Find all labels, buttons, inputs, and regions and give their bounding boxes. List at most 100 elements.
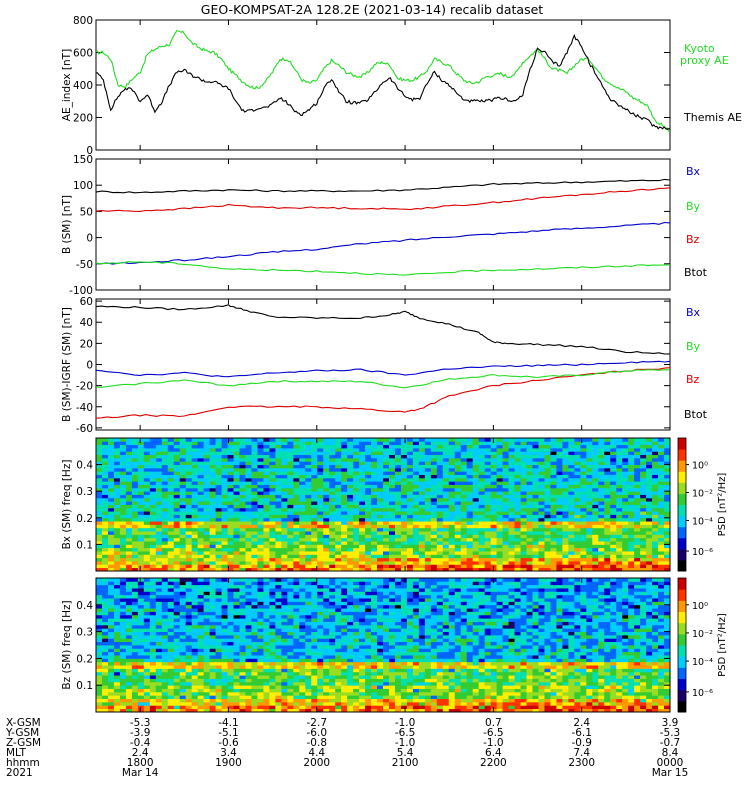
spectrogram-cell bbox=[389, 485, 395, 489]
spectrogram-cell bbox=[353, 531, 359, 535]
spectrogram-cell bbox=[102, 471, 108, 475]
spectrogram-cell bbox=[425, 702, 431, 706]
spectrogram-cell bbox=[275, 561, 281, 565]
spectrogram-cell bbox=[485, 451, 491, 455]
spectrogram-cell bbox=[228, 478, 234, 482]
spectrogram-cell bbox=[622, 488, 628, 492]
spectrogram-cell bbox=[485, 558, 491, 562]
spectrogram-cell bbox=[515, 451, 521, 455]
spectrogram-cell bbox=[431, 564, 437, 568]
spectrogram-cell bbox=[228, 524, 234, 528]
spectrogram-cell bbox=[467, 561, 473, 565]
spectrogram-cell bbox=[365, 682, 371, 686]
spectrogram-cell bbox=[228, 495, 234, 499]
spectrogram-cell bbox=[491, 689, 497, 693]
spectrogram-cell bbox=[257, 491, 263, 495]
spectrogram-cell bbox=[186, 544, 192, 548]
spectrogram-cell bbox=[419, 548, 425, 552]
spectrogram-cell bbox=[485, 521, 491, 525]
spectrogram-cell bbox=[132, 554, 138, 558]
spectrogram-cell bbox=[174, 508, 180, 512]
spectrogram-cell bbox=[383, 705, 389, 709]
spectrogram-cell bbox=[162, 702, 168, 706]
spectrogram-cell bbox=[568, 438, 574, 442]
spectrogram-cell bbox=[556, 475, 562, 479]
spectrogram-cell bbox=[192, 534, 198, 538]
spectrogram-cell bbox=[383, 471, 389, 475]
spectrogram-cell bbox=[102, 478, 108, 482]
spectrogram-cell bbox=[168, 448, 174, 452]
spectrogram-cell bbox=[269, 475, 275, 479]
spectrogram-cell bbox=[383, 508, 389, 512]
spectrogram-cell bbox=[180, 495, 186, 499]
spectrogram-cell bbox=[329, 689, 335, 693]
spectrogram-cell bbox=[461, 511, 467, 515]
spectrogram-cell bbox=[204, 534, 210, 538]
spectrogram-cell bbox=[341, 461, 347, 465]
spectrogram-cell bbox=[401, 692, 407, 696]
spectrogram-cell bbox=[646, 514, 652, 518]
spectrogram-cell bbox=[287, 682, 293, 686]
spectrogram-cell bbox=[323, 461, 329, 465]
spectrogram-cell bbox=[371, 705, 377, 709]
spectrogram-cell bbox=[228, 498, 234, 502]
spectrogram-cell bbox=[658, 689, 664, 693]
spectrogram-cell bbox=[658, 695, 664, 699]
spectrogram-cell bbox=[341, 518, 347, 522]
spectrogram-cell bbox=[437, 705, 443, 709]
spectrogram-cell bbox=[257, 564, 263, 568]
spectrogram-cell bbox=[96, 548, 102, 552]
spectrogram-cell bbox=[455, 682, 461, 686]
spectrogram-cell bbox=[634, 488, 640, 492]
spectrogram-cell bbox=[293, 511, 299, 515]
spectrogram-cell bbox=[610, 451, 616, 455]
spectrogram-cell bbox=[449, 438, 455, 442]
spectrogram-cell bbox=[544, 524, 550, 528]
spectrogram-cell bbox=[144, 521, 150, 525]
spectrogram-cell bbox=[556, 564, 562, 568]
spectrogram-cell bbox=[144, 441, 150, 445]
spectrogram-cell bbox=[622, 495, 628, 499]
spectrogram-cell bbox=[550, 471, 556, 475]
spectrogram-cell bbox=[353, 485, 359, 489]
spectrogram-cell bbox=[377, 451, 383, 455]
spectrogram-cell bbox=[126, 531, 132, 535]
spectrogram-cell bbox=[365, 478, 371, 482]
spectrogram-cell bbox=[401, 458, 407, 462]
spectrogram-cell bbox=[622, 531, 628, 535]
spectrogram-cell bbox=[491, 541, 497, 545]
spectrogram-cell bbox=[317, 548, 323, 552]
spectrogram-cell bbox=[568, 481, 574, 485]
spectrogram-cell bbox=[108, 548, 114, 552]
spectrogram-cell bbox=[521, 558, 527, 562]
spectrogram-cell bbox=[479, 699, 485, 703]
spectrogram-cell bbox=[365, 501, 371, 505]
spectrogram-cell bbox=[192, 564, 198, 568]
spectrogram-cell bbox=[287, 511, 293, 515]
spectrogram-cell bbox=[616, 471, 622, 475]
spectrogram-cell bbox=[509, 465, 515, 469]
spectrogram-cell bbox=[132, 538, 138, 542]
spectrogram-cell bbox=[353, 544, 359, 548]
spectrogram-cell bbox=[538, 441, 544, 445]
spectrogram-cell bbox=[335, 689, 341, 693]
spectrogram-cell bbox=[263, 538, 269, 542]
spectrogram-cell bbox=[162, 544, 168, 548]
spectrogram-cell bbox=[323, 561, 329, 565]
spectrogram-cell bbox=[204, 468, 210, 472]
spectrogram-cell bbox=[503, 548, 509, 552]
spectrogram-cell bbox=[497, 478, 503, 482]
spectrogram-cell bbox=[311, 702, 317, 706]
spectrogram-cell bbox=[96, 685, 102, 689]
spectrogram-cell bbox=[216, 538, 222, 542]
spectrogram-cell bbox=[538, 682, 544, 686]
spectrogram-cell bbox=[604, 501, 610, 505]
series-line-themis-ae bbox=[96, 35, 670, 129]
spectrogram-cell bbox=[658, 699, 664, 703]
spectrogram-cell bbox=[305, 561, 311, 565]
spectrogram-cell bbox=[329, 695, 335, 699]
spectrogram-cell bbox=[275, 705, 281, 709]
spectrogram-cell bbox=[293, 471, 299, 475]
spectrogram-cell bbox=[347, 514, 353, 518]
spectrogram-cell bbox=[317, 485, 323, 489]
